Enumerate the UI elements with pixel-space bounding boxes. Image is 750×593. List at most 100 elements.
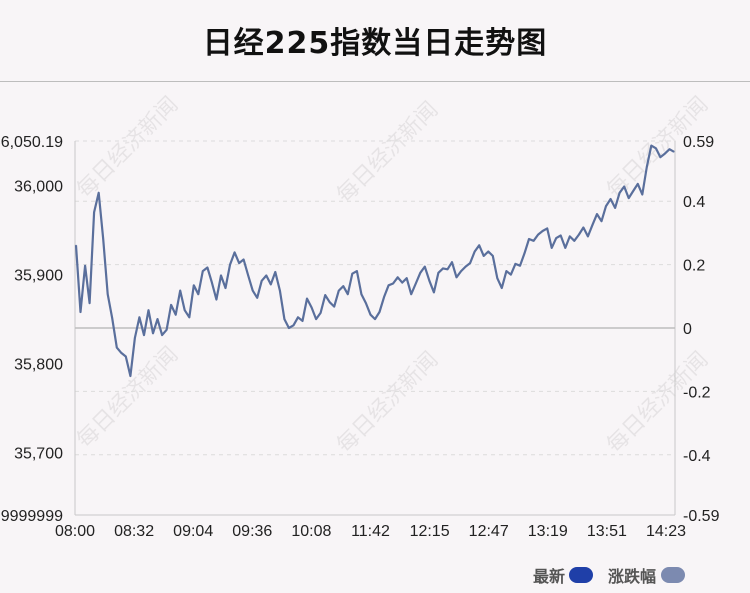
series-line-latest	[74, 144, 675, 378]
data-point	[175, 314, 177, 316]
x-tick-label: 13:19	[528, 523, 568, 540]
data-point	[505, 270, 507, 272]
data-point	[397, 276, 399, 278]
data-point	[546, 227, 548, 229]
x-tick-label: 10:08	[291, 523, 331, 540]
right-tick-label: -0.59	[683, 508, 720, 525]
data-point	[406, 277, 408, 279]
data-point	[129, 375, 131, 377]
data-point	[646, 166, 648, 168]
data-point	[641, 193, 643, 196]
data-point	[424, 266, 426, 268]
data-point	[469, 262, 471, 264]
data-point	[333, 306, 335, 308]
data-point	[632, 190, 634, 192]
data-point	[446, 268, 449, 270]
right-tick-label: 0.59	[683, 134, 714, 151]
data-point	[261, 280, 263, 282]
data-point	[143, 334, 145, 336]
data-point	[93, 211, 95, 213]
data-point	[537, 234, 539, 236]
data-point	[75, 244, 77, 246]
data-point	[378, 311, 381, 313]
data-point	[120, 352, 122, 354]
data-point	[224, 287, 227, 289]
title-divider	[0, 81, 750, 82]
data-point	[442, 267, 444, 269]
data-point	[474, 250, 476, 253]
data-point	[315, 318, 317, 320]
data-point	[555, 237, 557, 239]
data-point	[324, 294, 326, 296]
data-point	[582, 226, 585, 229]
data-point	[365, 302, 367, 304]
data-point	[342, 285, 344, 287]
data-point	[578, 234, 580, 236]
data-point	[320, 312, 322, 314]
data-point	[460, 270, 462, 272]
data-point	[297, 316, 299, 318]
data-point	[116, 347, 118, 349]
data-point	[437, 272, 439, 274]
data-point	[152, 332, 154, 334]
data-point	[433, 291, 435, 293]
data-point	[247, 274, 249, 277]
data-point	[274, 271, 276, 273]
x-tick-label: 08:32	[114, 523, 154, 540]
data-point	[514, 263, 517, 265]
data-point	[125, 355, 127, 358]
data-point	[188, 316, 190, 318]
data-point	[270, 283, 272, 285]
chart-title: 日经225指数当日走势图	[202, 26, 548, 61]
data-point	[664, 153, 666, 155]
right-tick-label: 0	[683, 321, 692, 338]
data-point	[338, 290, 340, 292]
x-axis-ticks: 08:00 08:32 09:04 09:36 10:08 11:42 12:15 12:47…	[55, 523, 686, 540]
right-tick-label: -0.4	[683, 448, 711, 465]
data-point	[551, 247, 553, 249]
x-tick-label: 12:47	[469, 523, 509, 540]
data-point	[206, 266, 208, 269]
right-axis-ticks: 0.59 0.4 0.2 0 -0.2 -0.4 -0.59	[683, 134, 720, 525]
data-point	[668, 148, 671, 150]
x-tick-label: 12:15	[410, 523, 450, 540]
data-point	[533, 240, 535, 242]
data-point	[170, 304, 172, 306]
left-tick-label: 36,000	[14, 179, 63, 196]
data-point	[388, 284, 390, 286]
data-point	[605, 205, 607, 207]
data-point	[610, 198, 612, 200]
data-point	[419, 272, 421, 274]
x-tick-label: 09:36	[232, 523, 272, 540]
data-point	[659, 156, 662, 158]
data-point	[628, 197, 630, 199]
data-point	[147, 309, 150, 311]
data-point	[673, 151, 675, 153]
data-point	[215, 298, 217, 301]
data-point	[89, 302, 91, 304]
legend-latest-label: 最新	[533, 567, 566, 586]
left-tick-label: 9999999	[1, 508, 63, 525]
data-point	[184, 309, 186, 311]
x-tick-label: 09:04	[173, 523, 213, 540]
data-point	[179, 290, 181, 292]
data-point	[111, 317, 113, 319]
data-point	[501, 287, 503, 289]
data-point	[637, 183, 639, 185]
data-point	[351, 273, 353, 275]
x-tick-label: 11:42	[351, 523, 390, 540]
data-point	[243, 258, 245, 261]
data-point	[197, 293, 199, 295]
data-point	[292, 324, 295, 326]
legend-latest-swatch	[569, 567, 593, 583]
left-tick-label: 36,050.19	[0, 134, 63, 151]
data-point	[283, 318, 285, 320]
x-tick-label: 14:23	[646, 523, 686, 540]
data-point	[329, 301, 331, 303]
data-point	[360, 293, 362, 295]
data-point	[234, 251, 236, 253]
data-point	[510, 274, 512, 276]
data-point	[252, 290, 254, 292]
left-tick-label: 35,800	[14, 357, 63, 374]
